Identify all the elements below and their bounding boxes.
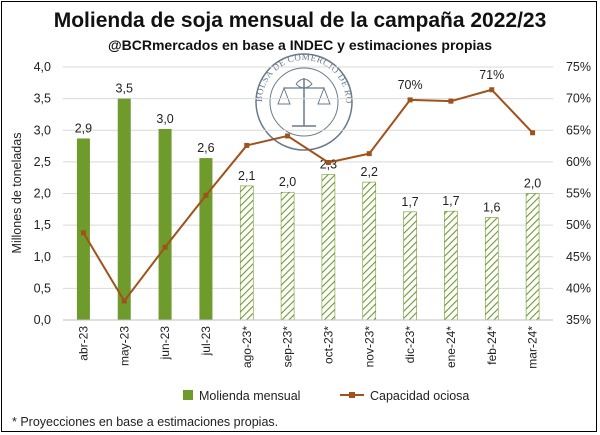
right-tick-label: 55% bbox=[566, 187, 591, 201]
bar bbox=[199, 158, 213, 320]
bar-projected bbox=[321, 174, 336, 321]
bar-projected bbox=[239, 185, 254, 321]
bar-data-label: 2,2 bbox=[361, 165, 378, 179]
footnote: * Proyecciones en base a estimaciones pr… bbox=[12, 415, 278, 429]
bar bbox=[117, 98, 131, 320]
right-tick-label: 60% bbox=[566, 155, 591, 169]
category-label: dic-23* bbox=[403, 326, 417, 364]
right-axis-ticks: 35% 40% 45% 50% 55% 60% 65% 70% 75% bbox=[566, 60, 591, 327]
line-point bbox=[121, 298, 127, 304]
line-path bbox=[82, 88, 534, 303]
bar-projected bbox=[444, 210, 458, 321]
line-point-label: 71% bbox=[479, 68, 504, 82]
bar-data-labels: 2,93,53,02,62,12,02,32,21,71,71,62,0 bbox=[75, 82, 542, 215]
line-point bbox=[80, 230, 86, 236]
chart-subtitle: @BCRmercados en base a INDEC y estimacio… bbox=[108, 37, 492, 53]
bar-projected bbox=[525, 193, 540, 321]
legend: Molienda mensual Capacidad ociosa bbox=[183, 389, 469, 403]
bar-data-label: 1,6 bbox=[483, 201, 500, 215]
line-point bbox=[244, 142, 250, 148]
left-tick-label: 3,5 bbox=[34, 92, 51, 106]
gridlines bbox=[63, 66, 553, 289]
right-tick-label: 40% bbox=[566, 281, 591, 295]
category-label: jun-23 bbox=[158, 326, 172, 361]
bar-projected bbox=[362, 181, 377, 321]
line-point bbox=[407, 97, 413, 103]
bar-series-molienda bbox=[76, 98, 540, 321]
left-tick-label: 4,0 bbox=[34, 60, 51, 74]
bar-projected bbox=[403, 211, 417, 321]
bar bbox=[76, 138, 90, 320]
bar-projected bbox=[484, 217, 499, 321]
category-label: ene-24* bbox=[444, 326, 458, 368]
legend-marker-capacidad-ociosa bbox=[349, 392, 355, 398]
right-tick-label: 35% bbox=[566, 313, 591, 327]
category-axis-labels: abr-23 may-23 jun-23 jul-23 ago-23* sep-23* oc… bbox=[76, 326, 539, 369]
right-tick-label: 70% bbox=[566, 92, 591, 106]
category-label: ago-23* bbox=[240, 326, 254, 368]
category-label: nov-23* bbox=[362, 326, 376, 368]
right-tick-label: 50% bbox=[566, 218, 591, 232]
right-tick-label: 75% bbox=[566, 60, 591, 74]
category-label: mar-24* bbox=[526, 326, 540, 369]
bar-data-label: 2,0 bbox=[524, 177, 541, 191]
line-point bbox=[489, 87, 495, 93]
left-axis-ticks: 0,0 0,5 1,0 1,5 2,0 2,5 3,0 3,5 4,0 bbox=[34, 60, 51, 327]
bar-data-label: 2,0 bbox=[279, 175, 296, 189]
line-point bbox=[530, 130, 536, 136]
left-tick-label: 1,5 bbox=[34, 218, 51, 232]
bar bbox=[158, 128, 172, 320]
line-point bbox=[366, 151, 372, 157]
line-point bbox=[162, 244, 168, 250]
line-point bbox=[285, 133, 291, 139]
bar-data-label: 2,1 bbox=[238, 169, 255, 183]
bar-projected bbox=[280, 191, 295, 321]
chart-title: Molienda de soja mensual de la campaña 2… bbox=[54, 9, 547, 32]
bar-data-label: 2,6 bbox=[197, 141, 214, 155]
category-label: oct-23* bbox=[321, 326, 335, 364]
bar-data-label: 2,9 bbox=[75, 121, 92, 135]
left-tick-label: 1,0 bbox=[34, 250, 51, 264]
legend-swatch-molienda bbox=[183, 390, 193, 400]
left-tick-label: 3,0 bbox=[34, 123, 51, 137]
right-tick-label: 65% bbox=[566, 123, 591, 137]
line-point bbox=[448, 98, 454, 104]
category-label: jul-23 bbox=[199, 326, 213, 357]
right-tick-label: 45% bbox=[566, 250, 591, 264]
category-label: sep-23* bbox=[281, 326, 295, 368]
left-tick-label: 2,0 bbox=[34, 187, 51, 201]
legend-label-capacidad-ociosa: Capacidad ociosa bbox=[370, 389, 469, 403]
left-tick-label: 0,5 bbox=[34, 281, 51, 295]
left-tick-label: 2,5 bbox=[34, 155, 51, 169]
category-label: may-23 bbox=[117, 326, 131, 366]
category-label: abr-23 bbox=[76, 326, 90, 361]
line-point bbox=[203, 192, 209, 198]
line-series-capacidad-ociosa: 70% 71% bbox=[80, 68, 536, 304]
category-label: feb-24* bbox=[485, 326, 499, 365]
line-point-label: 70% bbox=[398, 78, 423, 92]
bar-data-label: 1,7 bbox=[401, 195, 418, 209]
bar-data-label: 3,0 bbox=[156, 112, 173, 126]
line-point bbox=[325, 160, 331, 166]
bar-data-label: 1,7 bbox=[442, 194, 459, 208]
y-axis-title: Millones de toneladas bbox=[10, 133, 24, 254]
left-tick-label: 0,0 bbox=[34, 313, 51, 327]
legend-label-molienda: Molienda mensual bbox=[199, 389, 300, 403]
bar-data-label: 3,5 bbox=[116, 82, 133, 96]
